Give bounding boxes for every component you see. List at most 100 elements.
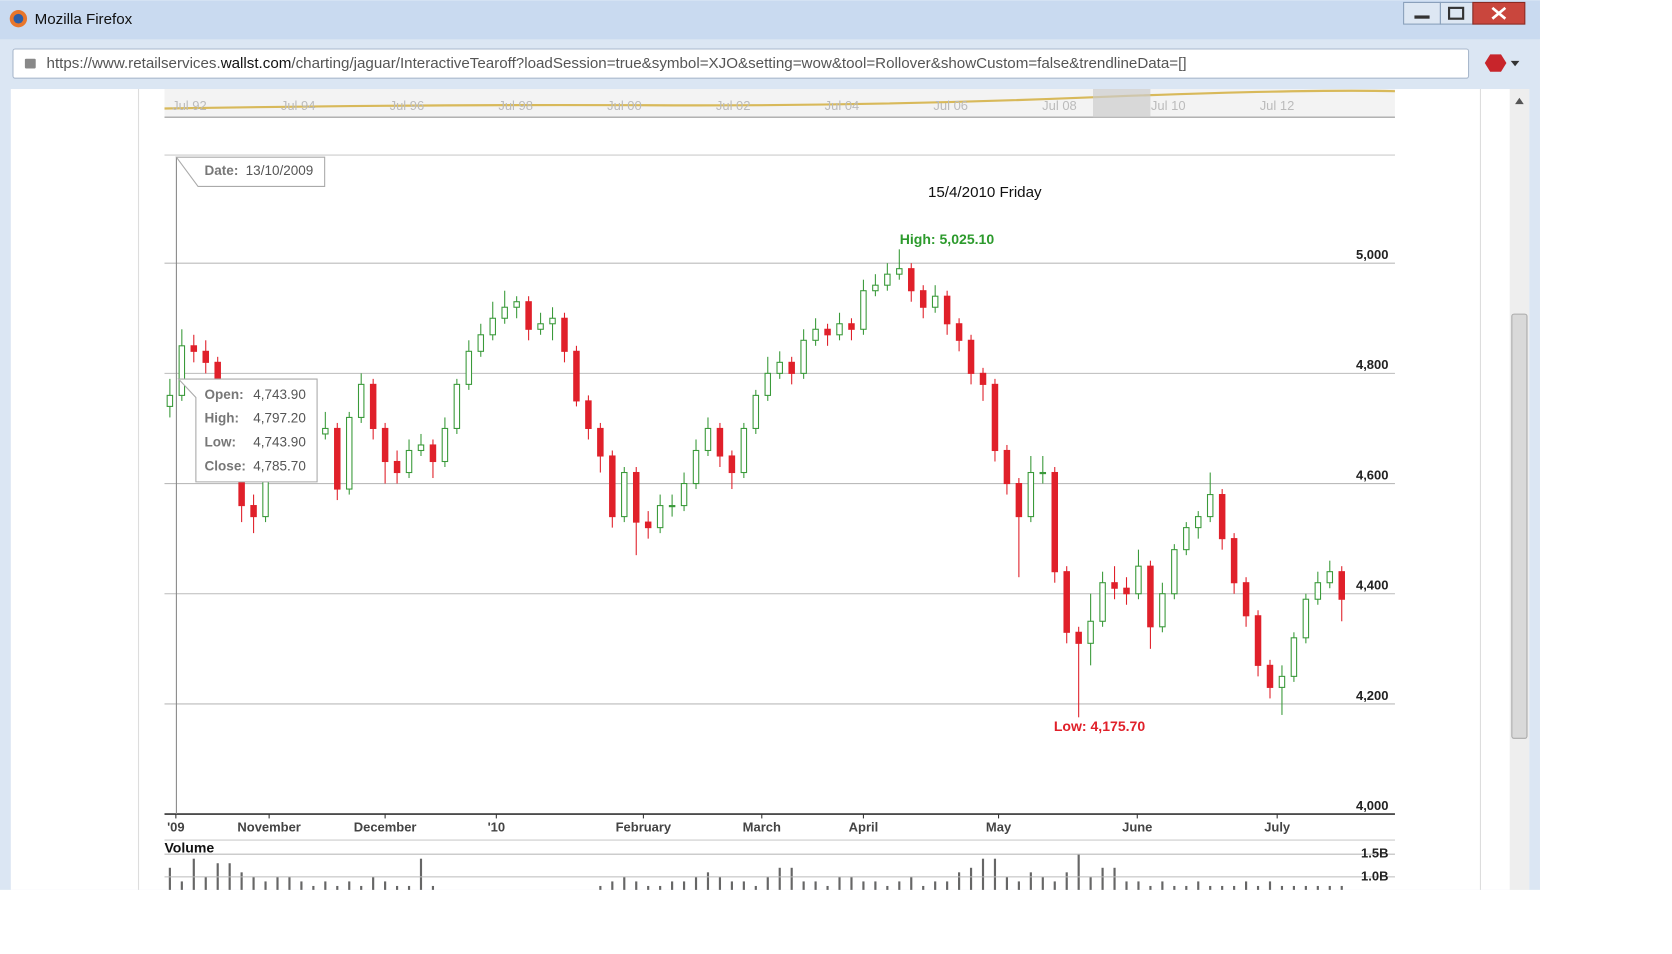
volume-bar xyxy=(252,876,255,890)
y-tick-label: 4,400 xyxy=(1356,578,1388,593)
candle-body xyxy=(525,301,532,330)
volume-bar xyxy=(898,881,901,890)
volume-bar xyxy=(1137,881,1140,890)
navigator-labels: Jul 92 Jul 94 Jul 96 Jul 98 Jul 00 Jul 02 Jul … xyxy=(172,98,1294,113)
candle-body xyxy=(716,427,724,457)
dropdown-arrow[interactable] xyxy=(1510,60,1520,67)
volume-bar xyxy=(599,885,602,890)
navigator-label: Jul 02 xyxy=(716,98,751,113)
volume-bar xyxy=(480,895,482,922)
volume-bar xyxy=(862,881,865,890)
lock-icon xyxy=(24,58,36,69)
scroll-up[interactable] xyxy=(1515,97,1524,105)
candle-body xyxy=(345,416,353,490)
candle-body xyxy=(788,361,795,374)
firefox-icon-globe xyxy=(13,13,24,24)
candle-body xyxy=(1254,615,1262,666)
volume-bar xyxy=(492,895,494,922)
navigator-label: Jul 96 xyxy=(390,98,425,113)
candle-body xyxy=(704,427,712,452)
volume-bar xyxy=(623,876,626,890)
maximize-button[interactable] xyxy=(1439,1,1474,25)
volume-bar xyxy=(1125,881,1128,890)
x-tick-label: May xyxy=(986,820,1012,835)
candle-body xyxy=(1278,675,1286,688)
volume-bar xyxy=(372,876,375,890)
candle-body xyxy=(680,483,688,507)
y-tick-label: 4,200 xyxy=(1356,688,1388,703)
candle-body xyxy=(967,339,975,374)
candle-body xyxy=(453,383,461,429)
y-tick-label: 4,000 xyxy=(1356,798,1388,813)
url: https://www.retailservices.wallst.com/ch… xyxy=(47,55,1187,72)
candle-body xyxy=(429,444,437,463)
x-tick-label: '09 xyxy=(167,820,185,835)
tooltip-rows: Open: 4,743.90 High: 4,797.20 Low: 4,743.90 Cl… xyxy=(205,387,306,473)
candle-body xyxy=(334,427,341,490)
volume-bar xyxy=(838,876,841,890)
candle-body xyxy=(1302,598,1310,639)
volume-bar xyxy=(336,885,339,890)
volume-bar xyxy=(850,876,853,890)
volume-bar xyxy=(444,895,446,922)
volume-bar xyxy=(180,881,183,890)
candle-body xyxy=(836,323,843,336)
volume-bar xyxy=(682,881,686,890)
x-tick-label: July xyxy=(1264,820,1291,835)
candle-body xyxy=(537,323,544,330)
navigator-label: Jul 04 xyxy=(825,98,860,113)
candle-body xyxy=(561,317,568,352)
candle-body xyxy=(1027,471,1035,518)
candle-body xyxy=(1206,494,1214,518)
volume-bar xyxy=(204,876,207,890)
candle-body xyxy=(896,268,903,275)
candle-body xyxy=(441,427,449,463)
volume-bar xyxy=(1221,885,1224,890)
volume-bar xyxy=(528,895,530,922)
high-annotation: High: 5,025.10 xyxy=(900,231,995,247)
volume-bar xyxy=(1101,867,1104,890)
volume-bar xyxy=(456,895,458,922)
candle-body xyxy=(692,449,700,485)
navigator-window[interactable] xyxy=(1093,89,1151,118)
volume-bar xyxy=(946,881,949,890)
scrollbar-thumb[interactable] xyxy=(1511,313,1528,739)
adblock-icon[interactable] xyxy=(1484,54,1507,72)
volume-bar xyxy=(168,867,171,890)
volume-bar xyxy=(264,881,267,890)
minimize-button[interactable] xyxy=(1403,1,1441,25)
candle-body xyxy=(979,372,987,385)
volume-bar xyxy=(228,863,231,890)
candle-body xyxy=(1135,565,1142,595)
candle-body xyxy=(549,317,556,325)
volume-bar xyxy=(886,885,889,890)
window-title: Mozilla Firefox xyxy=(35,11,133,28)
candle-body xyxy=(1314,582,1322,600)
candle-body xyxy=(656,505,664,529)
tooltip-value: 4,743.90 xyxy=(253,434,306,449)
volume-bar xyxy=(922,885,925,890)
candle-body xyxy=(1111,582,1118,589)
volume-bar xyxy=(312,885,315,890)
candle-body xyxy=(776,361,783,374)
volume-bar xyxy=(1053,881,1056,890)
address-bar[interactable] xyxy=(12,48,1470,79)
volume-bar xyxy=(874,881,877,890)
volume-bar xyxy=(742,881,745,890)
candle-body xyxy=(1051,471,1059,573)
close-icon xyxy=(1491,6,1507,20)
candle-body xyxy=(1218,494,1226,540)
volume-bar xyxy=(1304,885,1307,890)
volume-bar xyxy=(1280,885,1284,890)
volume-bar xyxy=(504,895,506,922)
volume-bar xyxy=(1340,885,1343,890)
candle-body xyxy=(166,394,174,407)
volume-bar xyxy=(1161,881,1164,890)
candle-body xyxy=(513,301,520,308)
candle-body xyxy=(1326,571,1334,584)
candle-body xyxy=(1338,571,1345,600)
volume-bar xyxy=(384,881,387,890)
volume-bar xyxy=(1268,881,1272,890)
volume-bar xyxy=(419,858,423,890)
candle-body xyxy=(1159,593,1166,628)
